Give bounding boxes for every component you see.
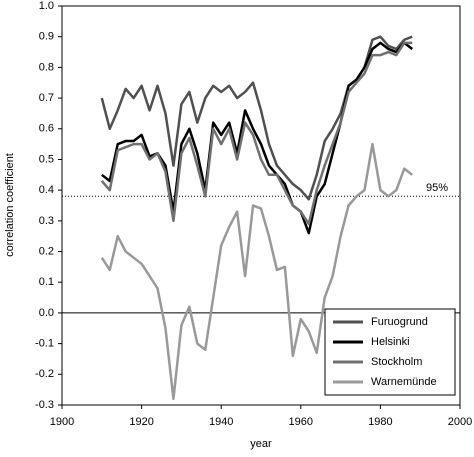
- y-axis-label: correlation coefficient: [4, 153, 16, 257]
- y-tick-label: 0.1: [39, 276, 54, 288]
- x-tick-label: 2000: [448, 416, 472, 428]
- y-tick-label: -0.2: [35, 368, 54, 380]
- x-tick-label: 1960: [289, 416, 313, 428]
- y-tick-label: 0.4: [39, 184, 54, 196]
- x-tick-label: 1980: [368, 416, 392, 428]
- legend-label: Stockholm: [371, 356, 422, 368]
- series-line: [100, 41, 413, 226]
- x-tick-label: 1900: [50, 416, 74, 428]
- series-line: [100, 35, 413, 201]
- legend-label: Warnemünde: [371, 376, 437, 388]
- x-tick-label: 1940: [209, 416, 233, 428]
- y-tick-label: -0.3: [35, 399, 54, 411]
- plot-frame: [61, 5, 461, 406]
- legend-label: Helsinki: [371, 336, 410, 348]
- legend-label: Furuogrund: [371, 316, 428, 328]
- y-tick-label: 0.8: [39, 61, 54, 73]
- y-tick-label: 1.0: [39, 0, 54, 12]
- reference-label: 95%: [426, 182, 448, 194]
- y-tick-label: 0.6: [39, 123, 54, 135]
- y-tick-label: 0.5: [39, 153, 54, 165]
- y-tick-label: 0.9: [39, 31, 54, 43]
- y-tick-label: 0.0: [39, 307, 54, 319]
- x-tick-label: 1920: [129, 416, 153, 428]
- series-line: [100, 142, 414, 401]
- x-axis-label: year: [250, 438, 272, 450]
- y-tick-label: 0.7: [39, 92, 54, 104]
- y-tick-label: 0.3: [39, 215, 54, 227]
- y-tick-label: -0.1: [35, 338, 54, 350]
- y-tick-label: 0.2: [39, 245, 54, 257]
